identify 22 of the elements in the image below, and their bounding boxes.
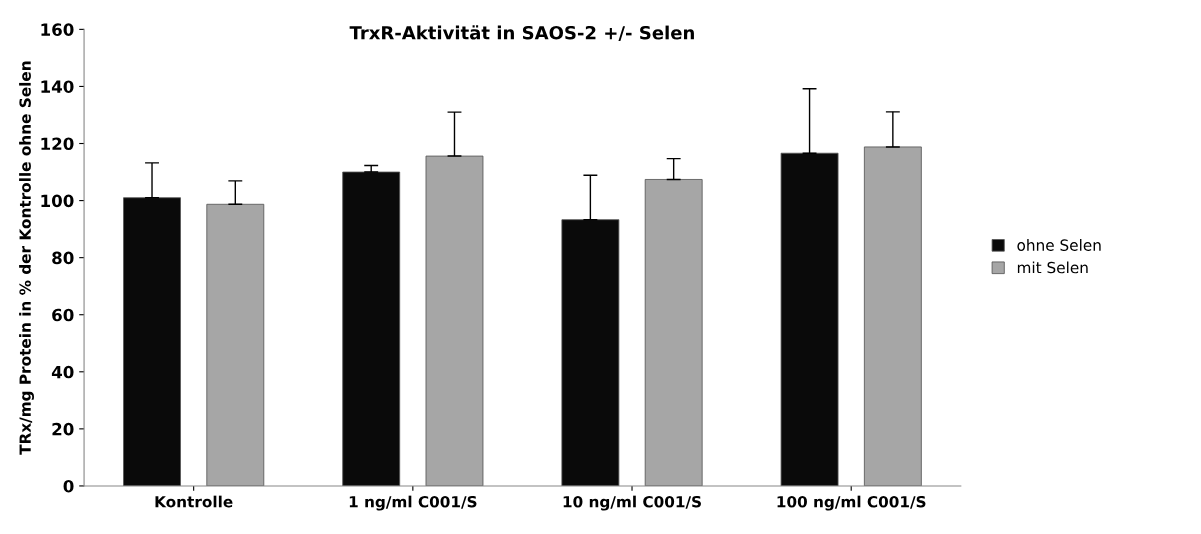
- legend-label: mit Selen: [1017, 261, 1088, 274]
- y-tick-label: 60: [52, 308, 74, 322]
- chart-title: TrxR-Aktivität in SAOS-2 +/- Selen: [349, 25, 694, 41]
- y-axis-title: TRx/mg Protein in % der Kontrolle ohne Selen: [19, 61, 34, 455]
- y-tick-label: 80: [52, 251, 74, 265]
- bar: [342, 171, 401, 486]
- y-tick-label: 20: [52, 422, 74, 436]
- y-tick-label: 120: [41, 137, 74, 151]
- y-tick-label: 0: [63, 479, 74, 493]
- bar: [644, 179, 703, 486]
- y-tick-label: 40: [51, 365, 74, 379]
- legend-label: ohne Selen: [1017, 239, 1101, 251]
- x-tick-label: Kontrolle: [155, 495, 233, 508]
- x-tick-label: 100 ng/ml C001/S: [777, 495, 926, 511]
- y-tick-label: 100: [41, 194, 74, 208]
- x-tick-label: 10 ng/ml C001/S: [563, 495, 701, 511]
- bar: [206, 203, 265, 486]
- y-tick-label: 140: [41, 80, 74, 94]
- bar: [863, 146, 922, 486]
- bar: [425, 155, 484, 486]
- x-tick-label: 1 ng/ml C001/S: [349, 495, 477, 511]
- y-tick-label: 160: [41, 23, 74, 36]
